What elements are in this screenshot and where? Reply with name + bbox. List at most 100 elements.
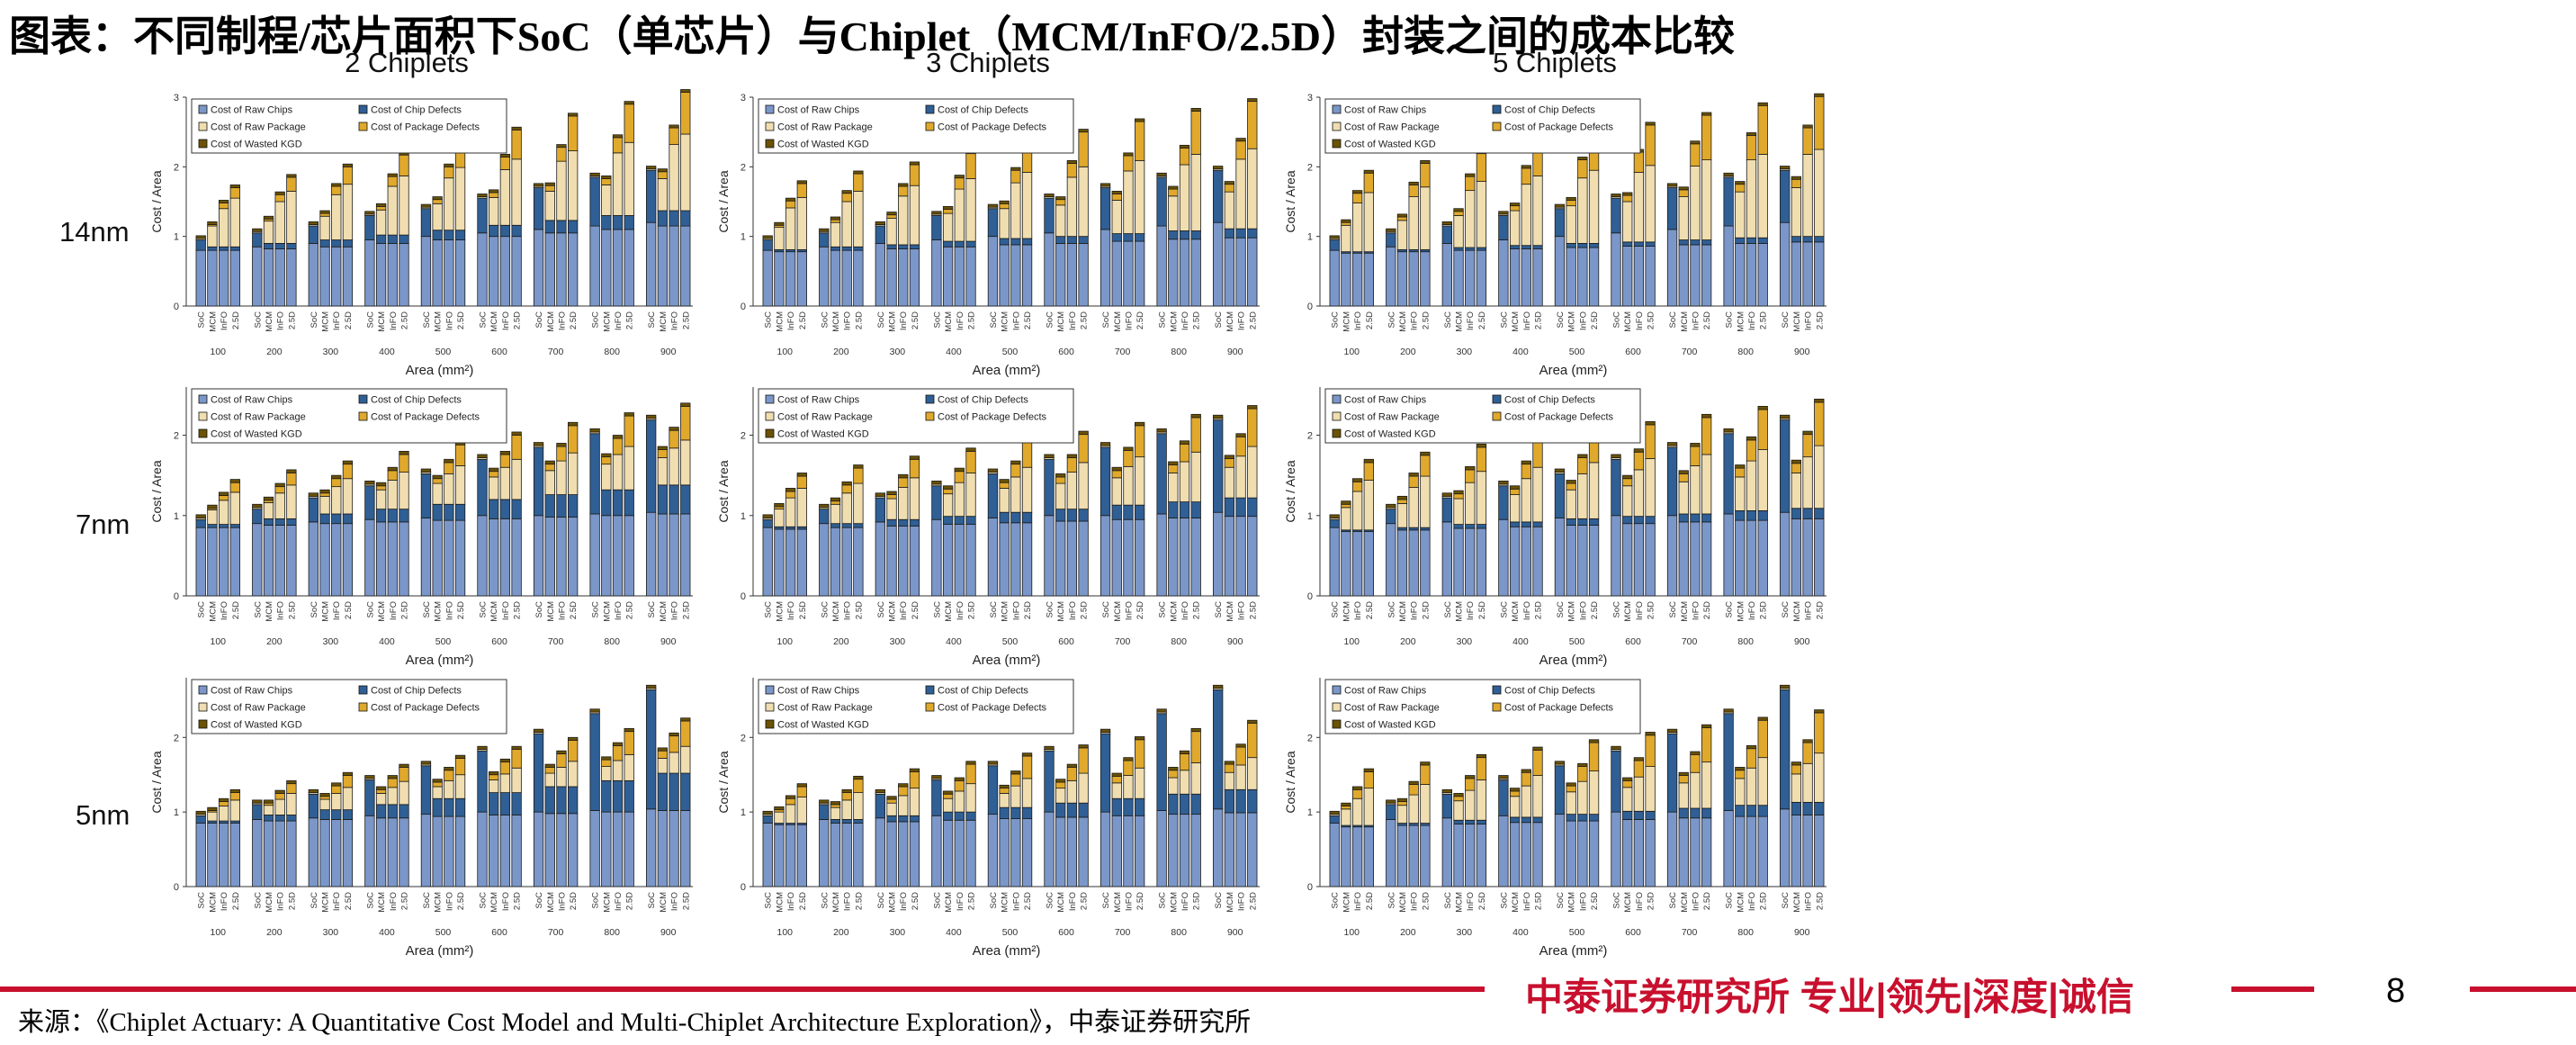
bar-type-label: 2.5D (1533, 311, 1543, 329)
bar-segment-cost-of-raw-package (1701, 454, 1712, 515)
bar-segment-cost-of-wasted-kgd (624, 101, 634, 105)
area-tick-label: 200 (833, 636, 849, 647)
bar-segment-cost-of-chip-defects (229, 246, 240, 251)
bar-segment-cost-of-raw-chips (1645, 819, 1656, 887)
legend-label-cost-of-package-defects: Cost of Package Defects (938, 122, 1047, 133)
bar-segment-cost-of-wasted-kgd (1351, 786, 1363, 790)
bar-segment-cost-of-wasted-kgd (830, 216, 841, 221)
bar-type-label: InFO (557, 892, 567, 911)
bar-segment-cost-of-chip-defects (444, 230, 454, 240)
bar-segment-cost-of-chip-defects (1532, 521, 1543, 527)
bar-segment-cost-of-chip-defects (420, 765, 432, 815)
bar-segment-cost-of-wasted-kgd (1441, 788, 1452, 794)
bar-segment-cost-of-package-defects (612, 437, 624, 455)
bar-segment-cost-of-chip-defects (568, 494, 579, 518)
bar-segment-cost-of-raw-chips (499, 236, 511, 307)
bar-segment-cost-of-raw-chips (1329, 249, 1340, 307)
bar-segment-cost-of-raw-chips (1701, 244, 1712, 307)
bar-type-label: SoC (253, 601, 263, 618)
bar-segment-cost-of-raw-package (898, 795, 909, 816)
bar-segment-cost-of-chip-defects (195, 239, 206, 251)
bar-segment-cost-of-package-defects (1521, 464, 1531, 480)
bar-segment-cost-of-raw-package (942, 493, 954, 518)
bar-type-label: MCM (1623, 311, 1633, 332)
bar-segment-cost-of-wasted-kgd (286, 174, 297, 178)
bar-segment-cost-of-raw-package (841, 201, 852, 248)
bar-segment-cost-of-raw-package (1190, 451, 1201, 503)
area-tick-label: 600 (1058, 636, 1074, 647)
bar-segment-cost-of-wasted-kgd (1341, 802, 1351, 806)
bar-type-label: MCM (489, 601, 499, 622)
bar-segment-cost-of-raw-chips (669, 225, 679, 307)
bar-segment-cost-of-raw-chips (207, 527, 218, 597)
bar-segment-cost-of-wasted-kgd (420, 761, 432, 765)
bar-segment-cost-of-wasted-kgd (1735, 181, 1746, 185)
bar-segment-cost-of-raw-chips (1588, 820, 1600, 887)
bar-type-label: 2.5D (1080, 311, 1090, 329)
bar-type-label: SoC (534, 601, 544, 618)
bar-segment-cost-of-raw-chips (1509, 822, 1521, 887)
page-number: 8 (2386, 972, 2406, 1010)
bar-type-label: 2.5D (344, 892, 354, 910)
area-tick-label: 400 (1512, 636, 1529, 647)
bar-type-label: MCM (1342, 892, 1351, 913)
bar-type-label: MCM (1623, 892, 1633, 913)
bar-segment-cost-of-chip-defects (444, 797, 454, 817)
bar-segment-cost-of-package-defects (387, 470, 398, 481)
area-tick-label: 400 (946, 347, 962, 357)
bar-segment-cost-of-raw-chips (218, 527, 229, 597)
bar-segment-cost-of-raw-package (1791, 187, 1802, 238)
bar-segment-cost-of-wasted-kgd (499, 450, 511, 455)
bar-type-label: MCM (1567, 892, 1577, 913)
bar-segment-cost-of-package-defects (489, 192, 499, 198)
bar-type-label: SoC (876, 311, 886, 329)
bar-type-label: 2.5D (1023, 892, 1033, 910)
bar-segment-cost-of-raw-package (774, 509, 785, 527)
legend-swatch-cost-of-package-defects (925, 411, 935, 421)
bar-segment-cost-of-package-defects (965, 763, 976, 785)
bar-segment-cost-of-wasted-kgd (886, 491, 897, 495)
bar-segment-cost-of-raw-chips (432, 239, 443, 307)
legend-swatch-cost-of-raw-package (1332, 122, 1342, 131)
bar-type-label: SoC (534, 311, 544, 329)
bar-segment-cost-of-raw-chips (1078, 520, 1089, 597)
bar-segment-cost-of-package-defects (375, 206, 387, 211)
bar-segment-cost-of-wasted-kgd (1066, 763, 1078, 768)
bar-segment-cost-of-raw-package (774, 811, 785, 824)
bar-segment-cost-of-wasted-kgd (511, 126, 522, 131)
bar-segment-cost-of-chip-defects (499, 792, 511, 815)
bar-type-label: InFO (557, 601, 567, 620)
y-tick-label: 2 (740, 162, 746, 173)
bar-segment-cost-of-raw-chips (669, 513, 679, 597)
bar-segment-cost-of-wasted-kgd (1010, 460, 1021, 465)
bar-type-label: MCM (1169, 311, 1179, 332)
bar-segment-cost-of-chip-defects (1746, 237, 1757, 244)
column-title-5-chiplets: 5 Chiplets (1493, 47, 1617, 78)
bar-segment-cost-of-raw-chips (286, 525, 297, 597)
bar-segment-cost-of-wasted-kgd (680, 89, 691, 93)
bar-segment-cost-of-chip-defects (830, 523, 841, 528)
bar-segment-cost-of-raw-package (1351, 203, 1363, 253)
bar-segment-cost-of-wasted-kgd (432, 474, 443, 480)
bar-segment-cost-of-raw-package (1645, 458, 1656, 518)
bar-segment-cost-of-raw-package (1247, 446, 1258, 499)
bar-segment-cost-of-wasted-kgd (1465, 775, 1476, 779)
legend-label-cost-of-raw-package: Cost of Raw Package (1344, 122, 1440, 133)
bar-segment-cost-of-raw-chips (1420, 251, 1431, 307)
bar-type-label: MCM (1342, 311, 1351, 332)
bar-type-label: 2.5D (344, 601, 354, 619)
bar-segment-cost-of-wasted-kgd (819, 799, 830, 804)
bar-segment-cost-of-raw-chips (886, 821, 897, 887)
bar-segment-cost-of-chip-defects (999, 238, 1010, 246)
bar-segment-cost-of-wasted-kgd (589, 172, 600, 176)
bar-segment-cost-of-raw-chips (1441, 817, 1452, 887)
bar-segment-cost-of-wasted-kgd (274, 191, 285, 195)
bar-segment-cost-of-wasted-kgd (1814, 93, 1825, 97)
bar-segment-cost-of-chip-defects (1532, 245, 1543, 249)
bar-segment-cost-of-raw-package (1532, 466, 1543, 523)
bar-type-label: SoC (764, 601, 774, 618)
bar-type-label: MCM (265, 601, 274, 622)
bar-segment-cost-of-wasted-kgd (1757, 102, 1768, 106)
bar-segment-cost-of-raw-package (1021, 466, 1033, 513)
bar-segment-cost-of-chip-defects (1111, 504, 1122, 520)
